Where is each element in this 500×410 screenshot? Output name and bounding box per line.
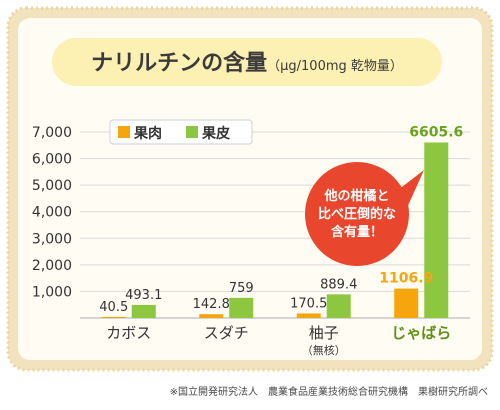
y-tick-label: 3,000 — [32, 231, 72, 247]
y-tick-label: 6,000 — [32, 152, 72, 168]
value-label: 6605.6 — [409, 124, 463, 140]
value-label: 142.8 — [193, 297, 230, 312]
y-tick-label: 5,000 — [32, 178, 72, 194]
legend-box — [109, 119, 253, 145]
value-label: 889.4 — [320, 277, 357, 292]
bar-peel — [326, 294, 351, 318]
callout-circle — [305, 162, 409, 266]
legend-label-peel: 果皮 — [201, 125, 230, 142]
value-label: 493.1 — [125, 288, 162, 303]
chart-title: ナリルチンの含量（μg/100mg 乾物量） — [91, 50, 403, 76]
x-tick-label: じゃばら — [391, 324, 451, 342]
bar-flesh — [199, 314, 224, 318]
y-tick-label: 2,000 — [32, 258, 72, 274]
bar-flesh — [101, 316, 126, 318]
callout-line-2: 比べ圧倒的な — [318, 206, 396, 222]
y-tick-labels: 1,000 2,000 3,000 4,000 5,000 6,000 7,000 — [32, 125, 72, 300]
bar-flesh — [394, 288, 419, 318]
value-label: 1106.9 — [379, 271, 433, 287]
chart-title-unit: （μg/100mg 乾物量） — [267, 59, 403, 74]
y-tick-label: 7,000 — [32, 125, 72, 141]
legend-swatch-flesh — [118, 126, 130, 138]
value-label: 40.5 — [99, 300, 128, 315]
bar-peel — [131, 304, 156, 318]
y-tick-label: 4,000 — [32, 205, 72, 221]
value-label: 170.5 — [290, 296, 327, 311]
callout-bubble: 他の柑橘と 比べ圧倒的な 含有量！ — [305, 162, 424, 266]
callout-line-3: 含有量！ — [330, 224, 383, 240]
x-tick-label: 柚子 — [309, 324, 339, 342]
legend: 果肉 果皮 — [109, 119, 253, 145]
legend-swatch-peel — [186, 126, 198, 138]
source-note: ※国立開発研究法人 農業食品産業技術総合研究機構 果樹研究所調べ — [169, 387, 488, 398]
title-pill — [52, 38, 442, 86]
bars — [101, 142, 449, 318]
x-tick-label: スダチ — [204, 324, 249, 342]
y-tick-label: 1,000 — [32, 284, 72, 300]
x-tick-labels: カボス スダチ 柚子（無核） じゃばら — [106, 324, 451, 357]
bar-peel — [229, 297, 254, 318]
bar-peel — [424, 142, 449, 318]
bar-flesh — [296, 313, 321, 318]
legend-label-flesh: 果肉 — [133, 125, 162, 142]
chart-title-main: ナリルチンの含量 — [91, 50, 267, 76]
value-label: 759 — [229, 281, 254, 296]
x-tick-sublabel: （無核） — [302, 343, 346, 357]
x-tick-label: カボス — [106, 324, 151, 342]
callout-line-1: 他の柑橘と — [323, 188, 389, 204]
callout-tail — [398, 170, 424, 210]
